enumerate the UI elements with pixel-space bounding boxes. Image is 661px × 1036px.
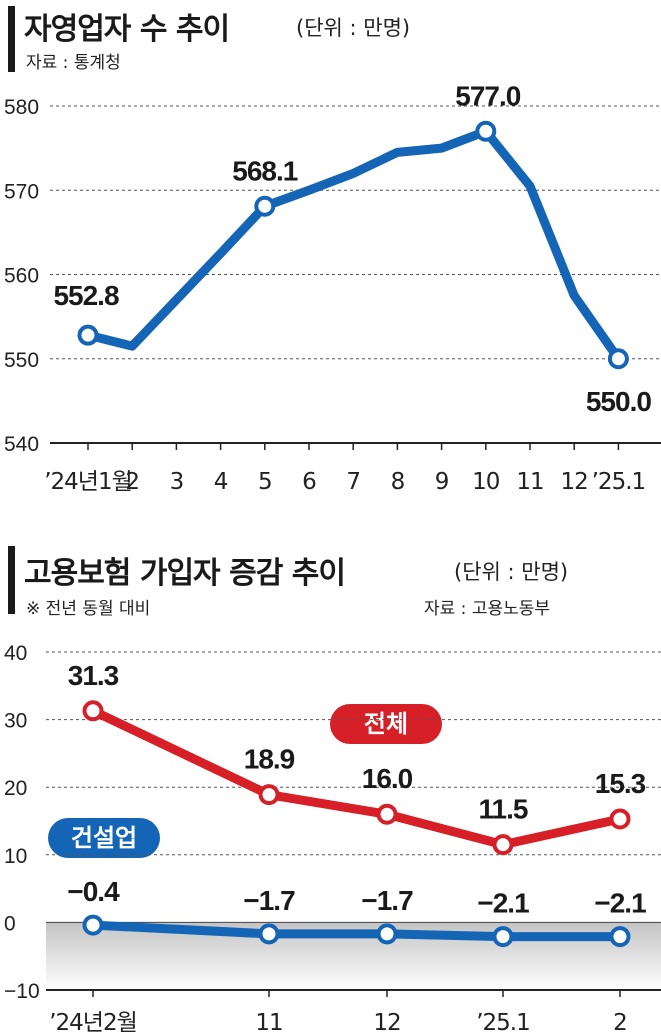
chart1-y-tick-label: 540 [4, 433, 39, 456]
chart2-data-label: 16.0 [362, 763, 413, 794]
chart1-x-tick-label: 7 [346, 469, 360, 495]
chart2-point-marker [376, 923, 398, 945]
chart2-data-label: −1.7 [243, 885, 295, 916]
chart2-data-label: 31.3 [68, 660, 119, 691]
chart2-y-tick-label: 0 [4, 912, 16, 935]
chart1-point-marker [254, 195, 276, 217]
chart2-title-bar [8, 546, 15, 614]
chart2-x-tick-label: 2 [613, 1010, 627, 1036]
chart2-source: 자료 : 고용노동부 [424, 599, 551, 619]
chart1-x-tick-label: 12 [561, 469, 588, 495]
legend-badge-total: 전체 [330, 704, 442, 744]
chart2-data-label: −2.1 [477, 888, 529, 919]
chart2-point-marker [609, 808, 631, 830]
chart1-x-tick-label: 5 [258, 469, 272, 495]
chart1-x-tick-label: ’24년1월 [44, 469, 132, 495]
chart1-source: 자료 : 통계청 [26, 53, 121, 73]
chart2-title: 고용보험 가입자 증감 추이 [24, 556, 346, 591]
chart2-unit: (단위 : 만명) [454, 560, 569, 584]
chart1-title: 자영업자 수 추이 [24, 12, 230, 47]
chart2-point-marker [82, 914, 104, 936]
chart2-point-marker [258, 784, 280, 806]
chart2-point-marker [82, 700, 104, 722]
chart2-data-label: 11.5 [479, 794, 528, 825]
chart2-y-tick-label: 10 [4, 845, 27, 868]
chart2-x-tick-label: 11 [255, 1010, 282, 1036]
chart2-x-tick-label: ’25.1 [476, 1010, 530, 1036]
legend-badge-construction: 건설업 [48, 818, 160, 858]
chart1-y-tick-label: 550 [4, 349, 39, 372]
chart1-series-line [83, 126, 623, 364]
chart1-point-marker [475, 120, 497, 142]
chart2-point-marker [492, 926, 514, 948]
chart1-point-marker [77, 324, 99, 346]
chart2-x-tick-label: ’24년2월 [49, 1010, 137, 1036]
chart2-series-line-total [88, 706, 625, 850]
chart1-x-tick-label: 4 [214, 469, 228, 495]
chart1-title-bar [8, 6, 15, 72]
chart1-data-label: 552.8 [53, 280, 118, 311]
chart2: 40 30 20 10 0 −10 ’24년2월 11 12 ’25.1 2 31.3 18.9 16.0… [4, 642, 661, 1036]
chart1-x-tick-label: 6 [302, 469, 316, 495]
chart1-data-label: 550.0 [586, 386, 651, 417]
chart1-x-tick-label: 3 [170, 469, 184, 495]
chart2-y-tick-label: 40 [4, 642, 27, 665]
chart2-note: ※ 전년 동월 대비 [26, 599, 151, 619]
chart2-x-tick-label: 12 [373, 1010, 400, 1036]
chart2-y-tick-label: 20 [4, 777, 27, 800]
chart1-x-tick-label: 2 [125, 469, 139, 495]
chart2-data-label: 15.3 [595, 768, 646, 799]
chart1-x-tick-label: ’25.1 [592, 469, 646, 495]
chart2-point-marker [376, 803, 398, 825]
chart1-y-tick-label: 580 [4, 96, 39, 119]
chart2-y-tick-label: 30 [4, 710, 27, 733]
chart1-data-label: 577.0 [455, 80, 520, 111]
chart1-x-tick-label: 11 [516, 469, 543, 495]
chart2-data-label: 18.9 [244, 744, 295, 775]
chart1-unit: (단위 : 만명) [296, 16, 411, 40]
chart1-y-tick-label: 570 [4, 180, 39, 203]
chart2-data-label: −0.4 [67, 876, 120, 907]
chart1-data-label: 568.1 [232, 155, 297, 186]
chart2-point-marker [258, 923, 280, 945]
chart2-data-label: −2.1 [594, 888, 646, 919]
chart2-y-tick-label: −10 [4, 980, 40, 1003]
chart2-point-marker [492, 834, 514, 856]
chart1-y-tick-label: 560 [4, 265, 39, 288]
chart2-point-marker [609, 926, 631, 948]
chart2-data-label: −1.7 [361, 885, 413, 916]
chart1-x-tick-label: 10 [472, 469, 500, 495]
chart1-point-marker [607, 348, 629, 370]
chart1-x-tick-label: 9 [435, 469, 449, 495]
chart1-x-tick-label: 8 [391, 469, 405, 495]
